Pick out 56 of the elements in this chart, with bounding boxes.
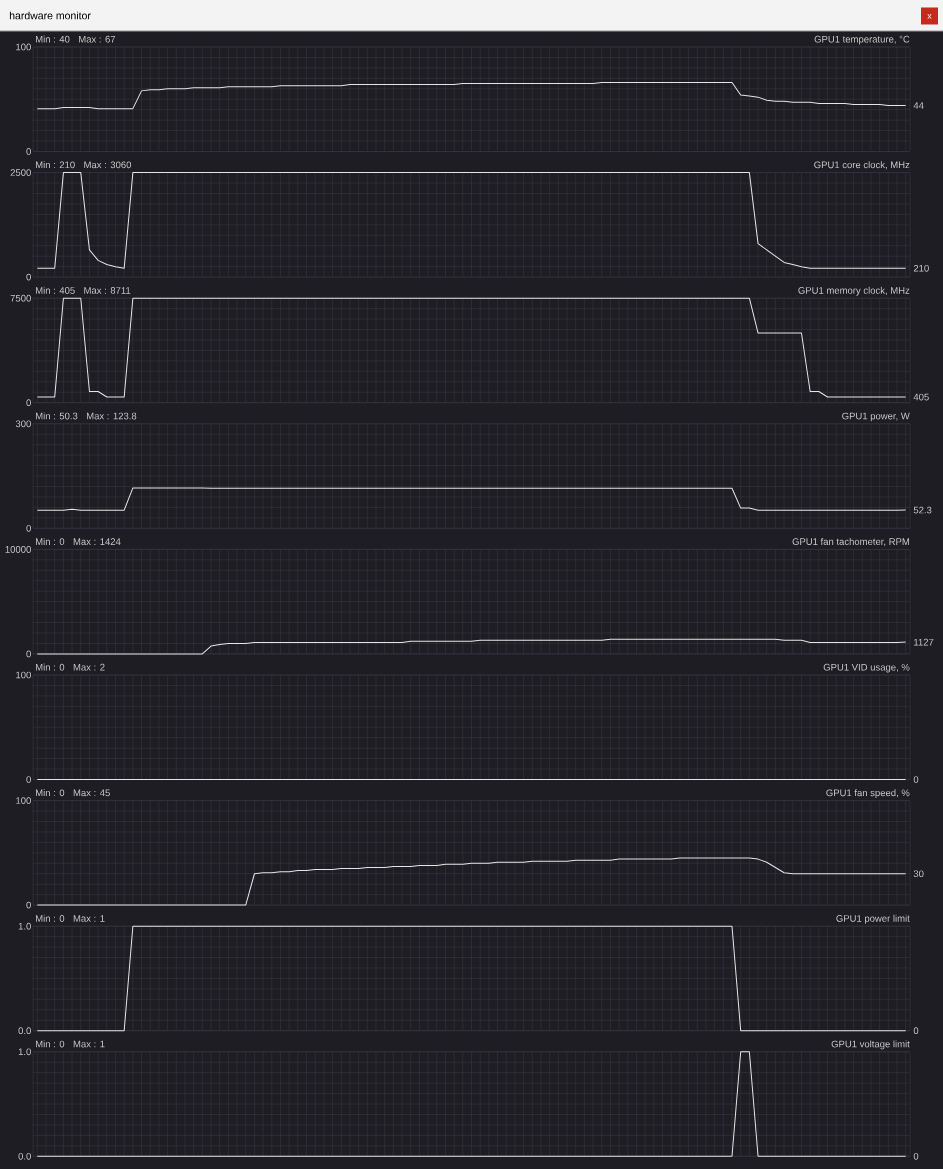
- text: Max : 45: [73, 789, 110, 797]
- y-tick-label: 0: [26, 524, 31, 532]
- text: Max : 123.8: [86, 412, 137, 420]
- text: Min : 405: [35, 286, 75, 294]
- text: hardware monitor: [9, 11, 91, 20]
- y-tick-label: 0: [26, 901, 31, 909]
- y-tick-label: 0: [26, 776, 31, 783]
- y-tick-label: 0.0: [18, 1152, 31, 1160]
- chart-title: GPU1 fan speed, %: [826, 789, 910, 799]
- data-label: 0: [913, 776, 919, 783]
- chart-title: GPU1 power limit: [836, 914, 910, 924]
- chart-title: GPU1 power, W: [842, 412, 910, 422]
- y-tick-label: 0: [26, 148, 31, 155]
- data-label: 405: [913, 393, 929, 401]
- chart-title: GPU1 temperature, °C: [814, 35, 910, 45]
- data-label: 52.3: [913, 506, 932, 514]
- y-tick-label: 1.0: [18, 922, 31, 930]
- chart-title: GPU1 VID usage, %: [823, 663, 910, 673]
- y-tick-label: 100: [16, 43, 31, 51]
- y-tick-label: 100: [16, 797, 31, 804]
- data-label: 210: [913, 264, 929, 272]
- y-tick-label: 1.0: [18, 1048, 31, 1056]
- text: x: [927, 14, 932, 19]
- y-tick-label: 0: [26, 650, 31, 658]
- text: Max : 1424: [73, 538, 121, 545]
- text: Min : 40: [35, 35, 70, 43]
- chart-title: GPU1 fan tachometer, RPM: [792, 538, 910, 547]
- text: Max : 67: [79, 35, 116, 43]
- text: Max : 1: [73, 1040, 105, 1048]
- y-tick-label: 100: [16, 671, 31, 679]
- y-tick-label: 0: [26, 273, 31, 281]
- text: Max : 3060: [84, 161, 132, 169]
- y-tick-label: 300: [15, 420, 31, 428]
- y-tick-label: 0: [26, 399, 31, 407]
- data-label: 30: [913, 870, 924, 878]
- y-tick-label: 10000: [5, 546, 31, 553]
- text: Max : 1: [73, 915, 105, 922]
- text: Min : 210: [35, 161, 75, 169]
- text: Min : 0: [35, 663, 65, 671]
- chart-title: GPU1 core clock, MHz: [814, 161, 910, 170]
- data-label: 0: [913, 1027, 919, 1035]
- text: Min : 0: [35, 914, 65, 922]
- text: Min : 0: [35, 538, 65, 545]
- text: Min : 0: [35, 789, 65, 797]
- text: Min : 50.3: [35, 412, 78, 420]
- y-tick-label: 7500: [10, 294, 31, 302]
- text: Max : 8711: [84, 287, 131, 294]
- data-label: 44: [913, 102, 924, 109]
- chart-title: GPU1 memory clock, MHz: [798, 286, 910, 296]
- text: Min : 0: [35, 1040, 65, 1048]
- data-label: 0: [913, 1152, 919, 1160]
- chart-title: GPU1 voltage limit: [831, 1040, 910, 1050]
- y-tick-label: 0.0: [18, 1027, 31, 1035]
- y-tick-label: 2500: [10, 169, 31, 176]
- text: Max : 2: [73, 663, 105, 671]
- data-label: 1127: [914, 638, 934, 646]
